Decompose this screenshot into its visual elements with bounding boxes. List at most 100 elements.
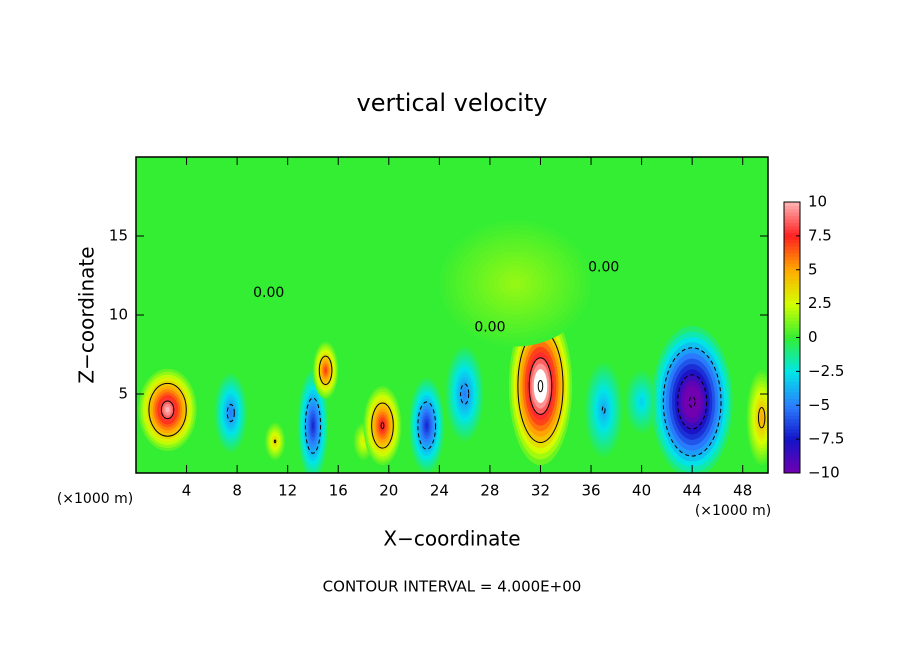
colorbar-segment	[784, 256, 800, 261]
colorbar-segment	[784, 428, 800, 433]
contour-line	[662, 347, 722, 457]
colorbar-segment	[784, 218, 800, 223]
contour-fill	[640, 399, 643, 405]
contour-line	[537, 379, 544, 393]
colorbar-segment	[784, 391, 800, 396]
velocity-cell	[214, 373, 248, 453]
y-axis-label: Z−coordinate	[75, 246, 99, 383]
colorbar-segment	[784, 222, 800, 227]
colorbar-segment	[784, 205, 800, 210]
contour-fill	[362, 440, 365, 443]
colorbar-segment	[784, 371, 800, 376]
x-tick-label: 12	[278, 482, 297, 500]
colorbar-tick-label: −5	[808, 396, 830, 414]
colorbar-tick-label: 2.5	[808, 294, 832, 312]
colorbar-segment	[784, 259, 800, 264]
x-axis-label: X−coordinate	[383, 527, 520, 551]
colorbar-segment	[784, 327, 800, 332]
contour-fill	[229, 410, 232, 416]
colorbar-segment	[784, 442, 800, 447]
x-tick-label: 24	[430, 482, 449, 500]
colorbar-segment	[784, 445, 800, 450]
colorbar-segment	[784, 361, 800, 366]
colorbar-segment	[784, 232, 800, 237]
colorbar-segment	[784, 469, 800, 474]
colorbar-segment	[784, 337, 800, 342]
contour-fill	[463, 390, 466, 398]
colorbar-segment	[784, 269, 800, 274]
colorbar-segment	[784, 395, 800, 399]
colorbar-segment	[784, 459, 800, 464]
colorbar-segment	[784, 266, 800, 271]
colorbar-segment	[784, 246, 800, 250]
colorbar-segment	[784, 412, 800, 416]
colorbar-segment	[784, 330, 800, 335]
velocity-cell	[138, 368, 197, 451]
contour-fill	[381, 422, 384, 429]
x-tick-label: 4	[182, 482, 192, 500]
contour-fill	[425, 422, 428, 429]
colorbar-segment	[784, 398, 800, 403]
colorbar-segment	[784, 273, 800, 278]
colorbar-segment	[784, 242, 800, 247]
x-tick-label: 44	[683, 482, 702, 500]
colorbar-segment	[784, 432, 800, 437]
velocity-cell	[584, 362, 623, 458]
x-tick-label: 36	[581, 482, 600, 500]
colorbar-segment	[784, 215, 800, 220]
colorbar-segment	[784, 354, 800, 359]
x-tick-label: 48	[733, 482, 752, 500]
contour-label: 0.00	[474, 320, 505, 336]
contour-fill	[602, 406, 606, 414]
contour-fill	[324, 368, 327, 373]
contour-fill	[509, 278, 521, 288]
colorbar-segment	[784, 334, 800, 338]
x-tick-label: 8	[232, 482, 242, 500]
colorbar-segment	[784, 202, 800, 206]
velocity-cell	[625, 370, 659, 434]
colorbar-segment	[784, 378, 800, 383]
colorbar-segment	[784, 323, 800, 328]
colorbar-segment	[784, 293, 800, 298]
contour-line	[757, 407, 766, 429]
colorbar-segment	[784, 313, 800, 318]
contour-fill	[538, 380, 543, 392]
colorbar-segment	[784, 466, 800, 471]
colorbar-segment	[784, 290, 800, 294]
velocity-cell	[445, 346, 484, 442]
colorbar-segment	[784, 239, 800, 244]
contour-fill	[165, 406, 170, 413]
contour-line	[226, 403, 235, 422]
colorbar-segment	[784, 310, 800, 315]
y-tick-label: 5	[118, 385, 128, 403]
contour-line	[380, 422, 385, 429]
x-tick-label: 32	[531, 482, 550, 500]
velocity-cell	[746, 370, 768, 466]
colorbar-segment	[784, 283, 800, 288]
colorbar-segment	[784, 405, 800, 410]
velocity-cell	[409, 378, 445, 473]
contour-fill	[760, 414, 763, 422]
velocity-cell	[439, 220, 592, 347]
colorbar-segment	[784, 229, 800, 233]
x-tick-label: 20	[379, 482, 398, 500]
colorbar-segment	[784, 452, 800, 457]
contour-line	[304, 397, 322, 454]
colorbar-segment	[784, 439, 800, 444]
contour-line	[417, 401, 437, 450]
velocity-cell	[508, 307, 573, 466]
contour-line	[601, 405, 606, 414]
contour-line	[528, 357, 553, 415]
footer: CONTOUR INTERVAL = 4.000E+00	[323, 578, 582, 596]
colorbar-segment	[784, 344, 800, 349]
colorbar-segment	[784, 357, 800, 362]
velocity-cell	[264, 422, 286, 461]
colorbar-tick-label: −7.5	[808, 430, 844, 448]
colorbar-tick-label: 10	[808, 193, 827, 211]
x-tick-label: 28	[480, 482, 499, 500]
x-tick-label: 16	[329, 482, 348, 500]
velocity-cell	[312, 341, 339, 399]
colorbar-segment	[784, 340, 800, 345]
contour-line	[273, 439, 277, 444]
field: 0.00 0.00 0.00	[136, 157, 768, 473]
